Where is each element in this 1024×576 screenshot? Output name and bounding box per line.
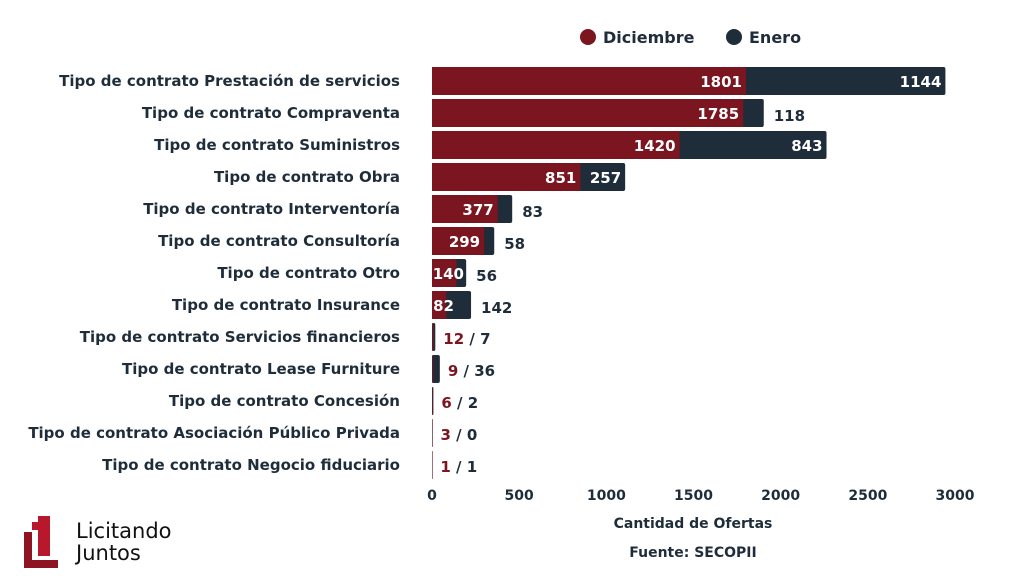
data-label-pair: 9 / 36: [448, 362, 495, 380]
category-label: Tipo de contrato Asociación Público Priv…: [28, 424, 400, 442]
x-tick-label: 1500: [674, 488, 713, 504]
data-label-diciembre: 6: [441, 394, 451, 412]
bar-diciembre: [432, 259, 457, 287]
data-label-pair: 12 / 7: [443, 330, 490, 348]
data-label-enero: 1144: [900, 73, 942, 91]
source-note: Fuente: SECOPII: [629, 545, 756, 561]
x-tick-label: 2000: [761, 488, 800, 504]
category-label: Tipo de contrato Interventoría: [143, 200, 400, 218]
category-label: Tipo de contrato Consultoría: [158, 232, 400, 250]
bar-diciembre: [432, 387, 434, 415]
bar-diciembre: [432, 355, 434, 383]
data-label-diciembre: 140: [433, 265, 464, 283]
data-label-enero: / 2: [452, 394, 478, 412]
legend-label-enero: Enero: [749, 28, 801, 47]
data-label-diciembre: 851: [545, 169, 576, 187]
data-label-enero: 83: [522, 203, 543, 221]
bar-diciembre: [432, 451, 433, 479]
data-label-diciembre: 1801: [700, 73, 742, 91]
data-label-enero: 142: [481, 299, 512, 317]
category-label: Tipo de contrato Insurance: [172, 296, 400, 314]
data-label-enero: 58: [504, 235, 525, 253]
legend-marker-enero: [726, 29, 742, 45]
bar-diciembre: [432, 131, 680, 159]
logo-line-1: Licitando: [76, 519, 172, 543]
x-tick-label: 0: [427, 488, 437, 504]
bar-diciembre: [432, 67, 746, 95]
data-label-enero: 843: [791, 137, 822, 155]
data-label-diciembre: 1: [440, 458, 450, 476]
bar-diciembre: [432, 99, 744, 127]
legend-marker-diciembre: [580, 29, 596, 45]
x-tick-label: 3000: [936, 488, 975, 504]
data-label-diciembre: 12: [443, 330, 464, 348]
bar-diciembre: [432, 163, 581, 191]
category-label: Tipo de contrato Otro: [217, 264, 400, 282]
x-tick-label: 1000: [587, 488, 626, 504]
logo-mark-icon: [24, 516, 58, 568]
bar-diciembre: [432, 227, 485, 255]
category-label: Tipo de contrato Concesión: [169, 392, 400, 410]
data-label-diciembre: 1785: [697, 105, 739, 123]
logo: Licitando Juntos: [22, 516, 172, 568]
data-label-diciembre: 9: [448, 362, 458, 380]
x-tick-label: 500: [505, 488, 534, 504]
x-tick-label: 2500: [848, 488, 887, 504]
data-label-diciembre: 3: [441, 426, 451, 444]
data-label-diciembre: 299: [449, 233, 480, 251]
bar-diciembre: [432, 419, 433, 447]
data-label-diciembre: 377: [462, 201, 493, 219]
category-label: Tipo de contrato Servicios financieros: [80, 328, 400, 346]
data-label-enero: / 0: [451, 426, 477, 444]
logo-line-2: Juntos: [76, 541, 141, 565]
data-label-enero: / 1: [451, 458, 477, 476]
bar-enero: [432, 355, 440, 383]
category-label: Tipo de contrato Lease Furniture: [122, 360, 400, 378]
legend-label-diciembre: Diciembre: [603, 28, 695, 47]
bar-diciembre: [432, 195, 498, 223]
data-label-enero: 56: [476, 267, 497, 285]
category-label: Tipo de contrato Prestación de servicios: [59, 72, 400, 90]
x-axis-title: Cantidad de Ofertas: [614, 516, 773, 532]
category-label: Tipo de contrato Obra: [214, 168, 400, 186]
data-label-enero: / 7: [464, 330, 490, 348]
data-label-pair: 3 / 0: [441, 426, 478, 444]
data-label-pair: 1 / 1: [440, 458, 477, 476]
data-label-enero: / 36: [458, 362, 495, 380]
data-label-enero: 257: [590, 169, 621, 187]
data-label-diciembre: 82: [433, 297, 454, 315]
category-label: Tipo de contrato Negocio fiduciario: [102, 456, 400, 474]
data-label-enero: 118: [774, 107, 805, 125]
bar-diciembre: [432, 323, 435, 351]
bar-diciembre: [432, 291, 447, 319]
category-label: Tipo de contrato Compraventa: [142, 104, 400, 122]
category-label: Tipo de contrato Suministros: [154, 136, 400, 154]
data-label-diciembre: 1420: [634, 137, 676, 155]
data-label-pair: 6 / 2: [441, 394, 478, 412]
